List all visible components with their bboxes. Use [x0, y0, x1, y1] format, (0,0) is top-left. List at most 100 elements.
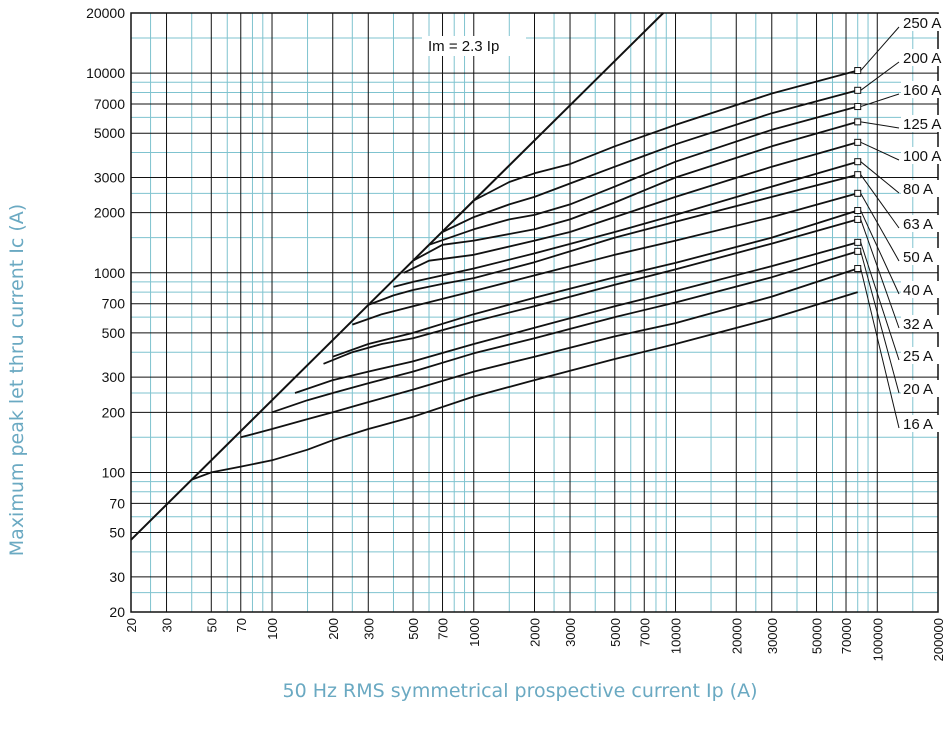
- curve-end-marker: [854, 158, 862, 166]
- x-tick-label: 70000: [839, 618, 854, 654]
- curve-200a: [442, 89, 858, 233]
- reference-line: [130, 12, 664, 541]
- callout-line: [860, 121, 900, 129]
- x-tick-label: 100: [265, 618, 280, 640]
- curve-40a: [332, 209, 858, 358]
- curve-unrated: [191, 291, 858, 481]
- x-tick-label: 300: [361, 618, 376, 640]
- callout-label-bg: [901, 248, 944, 265]
- callout-line: [860, 174, 900, 229]
- reference-label-bg: [422, 36, 526, 56]
- callout-line: [860, 242, 900, 361]
- y-tick-label: 3000: [94, 170, 125, 186]
- callout-label-bg: [901, 81, 944, 98]
- callout-line: [860, 251, 900, 394]
- curve-25a: [294, 241, 858, 394]
- curve-end-marker: [854, 215, 862, 223]
- callout-line: [860, 26, 900, 71]
- callout-line: [860, 61, 900, 91]
- y-tick-label: 300: [102, 369, 126, 385]
- x-tick-label: 20000: [729, 618, 744, 654]
- curve-end-marker: [854, 103, 862, 111]
- series-label: 20 A: [903, 381, 933, 398]
- series-label: 32 A: [903, 316, 933, 333]
- curve-end-marker: [854, 247, 862, 255]
- curve-80a: [393, 160, 858, 288]
- x-tick-label: 200: [326, 618, 341, 640]
- curve-end-marker: [854, 86, 862, 94]
- curve-end-marker: [854, 189, 862, 197]
- x-tick-label: 100000: [870, 618, 885, 661]
- callout-label-bg: [901, 315, 944, 332]
- series-label: 25 A: [903, 348, 933, 365]
- callout-label-bg: [901, 415, 944, 432]
- x-tick-label: 20: [124, 618, 139, 632]
- curve-100a: [403, 141, 858, 274]
- callout-label-bg: [901, 147, 944, 164]
- y-tick-label: 2000: [94, 205, 125, 221]
- callout-line: [860, 141, 900, 161]
- x-tick-label: 1000: [467, 618, 482, 647]
- curve-end-marker: [854, 138, 862, 146]
- curve-end-marker: [854, 207, 862, 215]
- x-tick-label: 3000: [563, 618, 578, 647]
- curve-50a: [352, 192, 858, 326]
- callout-label-bg: [901, 380, 944, 397]
- series-label: 40 A: [903, 282, 933, 299]
- x-tick-label: 200000: [931, 618, 944, 661]
- y-tick-label: 30: [109, 569, 125, 585]
- callout-label-bg: [901, 115, 944, 132]
- series-label: 125 A: [903, 116, 941, 133]
- callout-line: [860, 219, 900, 329]
- callout-label-bg: [901, 180, 944, 197]
- callout-line: [860, 210, 900, 295]
- reference-label: Im = 2.3 Ip: [428, 38, 499, 55]
- y-axis-label: Maximum peak let thru current Ic (A): [2, 150, 32, 610]
- series-label: 80 A: [903, 181, 933, 198]
- y-tick-label: 5000: [94, 125, 125, 141]
- callout-label-bg: [901, 347, 944, 364]
- series-label: 160 A: [903, 82, 941, 99]
- curve-125a: [412, 120, 858, 262]
- curve-end-marker: [854, 238, 862, 246]
- x-tick-label: 500: [406, 618, 421, 640]
- curve-end-marker: [854, 67, 862, 75]
- curve-end-marker: [854, 265, 862, 273]
- y-tick-label: 70: [109, 495, 125, 511]
- y-tick-label: 7000: [94, 96, 125, 112]
- x-tick-label: 5000: [608, 618, 623, 647]
- curve-250a: [453, 69, 858, 221]
- x-tick-label: 50000: [810, 618, 825, 654]
- curve-63a: [367, 173, 858, 306]
- series-label: 200 A: [903, 50, 941, 67]
- callout-label-bg: [901, 215, 944, 232]
- x-tick-label: 50: [204, 618, 219, 632]
- y-tick-label: 20000: [86, 5, 125, 21]
- callout-line: [860, 161, 900, 194]
- x-tick-label: 30: [160, 618, 175, 632]
- callout-line: [860, 93, 900, 108]
- x-tick-label: 70: [234, 618, 249, 632]
- callout-line: [860, 268, 900, 429]
- callout-line: [860, 193, 900, 262]
- y-tick-label: 50: [109, 525, 125, 541]
- series-label: 16 A: [903, 416, 933, 433]
- callout-label-bg: [901, 14, 944, 31]
- y-tick-label: 10000: [86, 65, 125, 81]
- x-tick-label: 700: [436, 618, 451, 640]
- series-label: 250 A: [903, 15, 941, 32]
- x-tick-label: 10000: [669, 618, 684, 654]
- x-tick-label: 30000: [765, 618, 780, 654]
- y-axis-label-text: Maximum peak let thru current Ic (A): [6, 203, 28, 557]
- y-tick-label: 100: [102, 464, 126, 480]
- y-tick-label: 500: [102, 325, 126, 341]
- y-tick-label: 20: [109, 604, 125, 620]
- curve-160a: [428, 105, 858, 246]
- curve-16a: [240, 267, 858, 439]
- curve-end-marker: [854, 171, 862, 179]
- plot-frame: [130, 12, 939, 613]
- series-label: 50 A: [903, 249, 933, 266]
- series-label: 100 A: [903, 148, 941, 165]
- callout-label-bg: [901, 281, 944, 298]
